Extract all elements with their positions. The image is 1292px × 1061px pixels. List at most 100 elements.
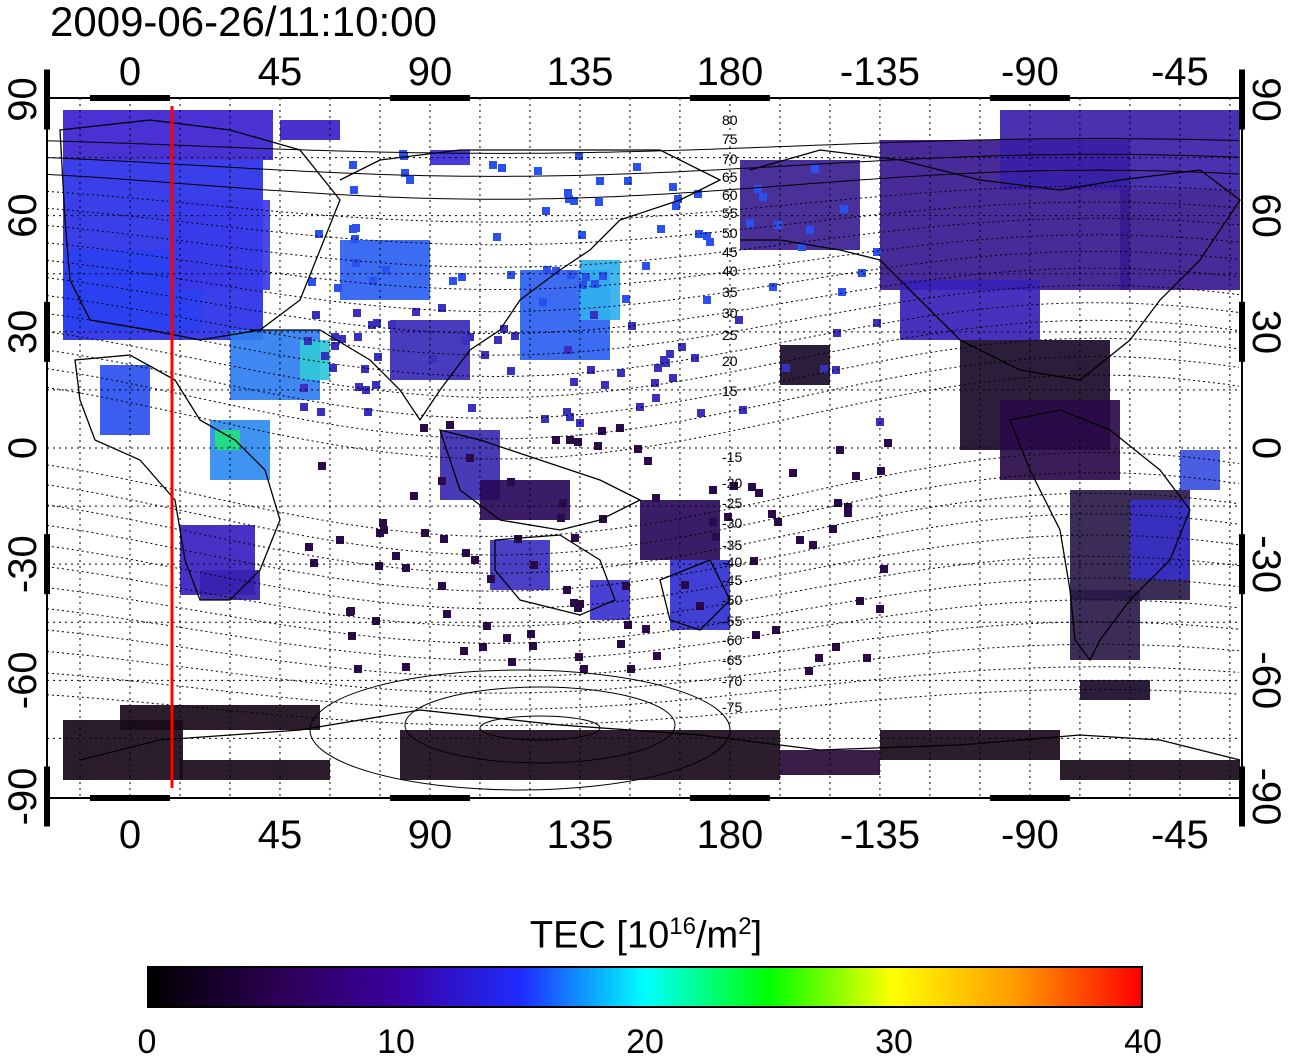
tec-cell (782, 364, 790, 372)
tec-cell (633, 163, 641, 171)
tec-cell (642, 262, 650, 270)
tec-cell (468, 404, 476, 412)
tec-cell (351, 235, 359, 243)
contour-label: -55 (722, 613, 742, 629)
tec-cell (601, 381, 609, 389)
tec-cell-block (280, 120, 340, 140)
contour-label: 35 (722, 284, 738, 300)
contour-line (47, 356, 1240, 440)
tec-cell (353, 309, 361, 317)
bottom-lon-label: -45 (1151, 813, 1209, 857)
tec-cell (563, 586, 571, 594)
tec-cell (755, 489, 763, 497)
contour-labels: 80 75 70 65 60 55 50 45 40 35 30 25 20 15 -15 -20 -25 -30… (722, 112, 742, 715)
tec-cell (580, 665, 588, 673)
contour-line (47, 577, 1240, 644)
tec-cell (624, 621, 632, 629)
tec-cell (599, 272, 607, 280)
tec-cell (768, 510, 776, 518)
tec-cell (420, 424, 428, 432)
tec-cell (354, 665, 362, 673)
tec-cell (507, 367, 515, 375)
tec-cell (703, 232, 711, 240)
contour-loop (404, 686, 676, 764)
tec-cell (373, 319, 381, 327)
tec-cell (354, 333, 362, 341)
tec-cell (836, 446, 844, 454)
contour-line (47, 555, 1240, 627)
tec-cell (352, 259, 360, 267)
contour-line (47, 201, 1240, 246)
colorbar-tick-label: 10 (377, 1023, 415, 1061)
right-lat-label: 60 (1244, 193, 1288, 238)
tec-cell (471, 556, 479, 564)
tec-cell (598, 427, 606, 435)
tec-cell (706, 238, 714, 246)
coastline (439, 429, 642, 531)
contour-label: -60 (722, 632, 742, 648)
right-lat-label: 0 (1244, 437, 1288, 459)
colorbar-title: TEC [1016/m2] (529, 913, 763, 957)
tec-cell (481, 351, 489, 359)
tec-cell (697, 409, 705, 417)
left-lat-label: -30 (1, 535, 45, 593)
tec-cell (672, 202, 680, 210)
frame-tick-bottom (389, 795, 470, 801)
tec-cell (507, 271, 515, 279)
tec-cell (570, 378, 578, 386)
tec-cell (350, 186, 358, 194)
tec-cell (594, 442, 602, 450)
tec-cell (329, 364, 337, 372)
tec-cell (364, 408, 372, 416)
frame-tick-right (1239, 766, 1245, 827)
contour-line (47, 452, 1240, 537)
tec-cell (591, 280, 599, 288)
tec-cell (730, 482, 738, 490)
frame-tick-right (1239, 534, 1245, 595)
tec-cell (666, 350, 674, 358)
tec-cell (774, 518, 782, 526)
tec-cell (508, 658, 516, 666)
contour-label: -45 (722, 572, 742, 588)
tec-cell (429, 355, 437, 363)
tec-cell-block (580, 260, 620, 320)
tec-cell (624, 177, 632, 185)
contour-line (47, 599, 1240, 661)
contour-line (47, 534, 1240, 610)
tec-cell (552, 267, 560, 275)
right-lat-label: 30 (1244, 310, 1288, 355)
tec-cell (571, 534, 579, 542)
left-lat-label: 90 (1, 77, 45, 122)
tec-cell-block (490, 540, 550, 590)
tec-cell (653, 652, 661, 660)
tec-cell (746, 219, 754, 227)
tec-cell (873, 248, 881, 256)
tec-cell (449, 277, 457, 285)
tec-cell (636, 403, 644, 411)
tec-cell (541, 415, 549, 423)
tec-cell (669, 374, 677, 382)
right-lat-label: 90 (1244, 77, 1288, 122)
tec-cell (669, 183, 677, 191)
tec-cell (579, 281, 587, 289)
tec-cell (820, 365, 828, 373)
tec-cell (317, 408, 325, 416)
contour-line (47, 374, 1240, 460)
tec-cell (406, 176, 414, 184)
contour-line (47, 138, 1240, 154)
top-lon-label: -90 (1001, 50, 1059, 94)
tec-cell (368, 321, 376, 329)
tec-cell (703, 296, 711, 304)
tec-cell (575, 152, 583, 160)
left-lat-label: -90 (1, 768, 45, 826)
axis-labels: 0 45 90 135 180 -135 -90 -450 45 90 135 180 -135 -90-… (1, 50, 1288, 857)
contour-line (47, 621, 1240, 678)
right-lat-label: -60 (1244, 651, 1288, 709)
tec-cell (617, 640, 625, 648)
tec-cell (380, 526, 388, 534)
frame-tick-left (44, 69, 50, 130)
tec-cell (346, 608, 354, 616)
frame-tick-left (44, 301, 50, 362)
tec-cell (331, 333, 339, 341)
colorbar-tick-label: 30 (875, 1023, 913, 1061)
